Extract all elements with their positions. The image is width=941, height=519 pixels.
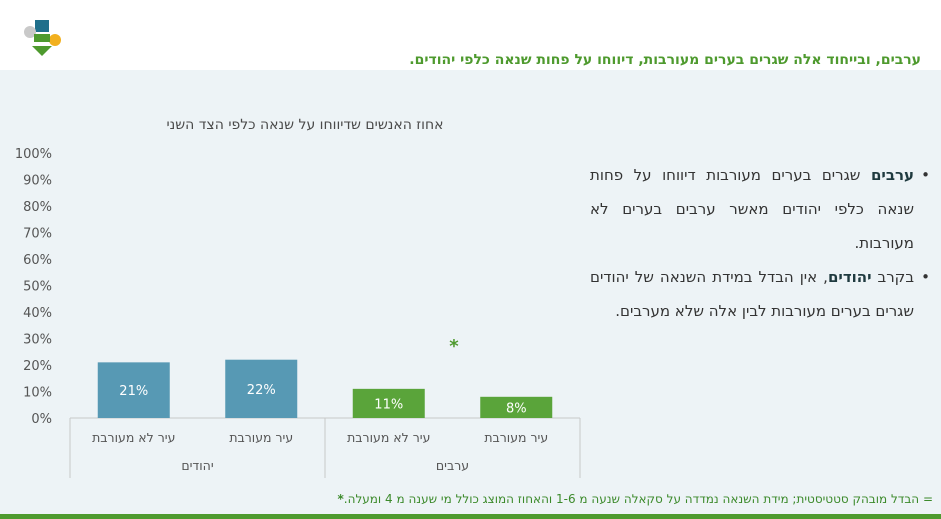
bar-data-label: 11% xyxy=(374,397,403,412)
category-label: עיר מעורבת xyxy=(484,430,548,445)
bullet-text: , אין הבדל במידת השנאה של יהודים שגרים ב… xyxy=(590,268,914,320)
y-tick-label: 0% xyxy=(31,412,52,427)
significance-marker: * xyxy=(449,336,459,357)
bar-chart: 100% 90% 80% 70% 60% 50% 40% 30% 20% 10% 0% 21% עיר … xyxy=(15,147,581,478)
bottom-accent-line xyxy=(0,514,941,519)
slide-title: ערבים, ובייחוד אלה שגרים בערים מעורבות, … xyxy=(409,52,921,68)
y-tick-label: 50% xyxy=(23,280,52,295)
bar xyxy=(352,388,425,418)
bar xyxy=(225,359,298,418)
bar xyxy=(97,362,170,418)
category-label: עיר לא מעורבת xyxy=(92,430,175,445)
header-band: ערבים, ובייחוד אלה שגרים בערים מעורבות, … xyxy=(0,0,941,70)
brand-logo xyxy=(24,20,61,56)
footnote-text: = הבדל מובהק סטטיסטית; מידת השנאה נמדדה … xyxy=(343,492,933,506)
footnote: = הבדל מובהק סטטיסטית; מידת השנאה נמדדה … xyxy=(338,492,933,506)
bullet-text: שגרים בערים מעורבות דיווחו על פחות שנאה … xyxy=(590,166,914,252)
bar-data-label: 8% xyxy=(506,401,527,416)
category-label: עיר לא מעורבת xyxy=(347,430,430,445)
chart-title: אחוז האנשים שדיווחו על שנאה כלפי הצד השנ… xyxy=(166,117,444,133)
bullet-pre: בקרב xyxy=(871,268,914,286)
y-tick-label: 10% xyxy=(23,386,52,401)
bar xyxy=(480,396,553,418)
y-tick-label: 30% xyxy=(23,333,52,348)
bullet-bold: יהודים xyxy=(827,268,872,286)
group-label: ערבים xyxy=(436,458,469,473)
category-label: עיר מעורבת xyxy=(229,430,293,445)
footnote-star: * xyxy=(337,492,344,506)
y-tick-label: 100% xyxy=(15,147,52,162)
y-tick-label: 60% xyxy=(23,253,52,268)
bar-data-label: 22% xyxy=(247,383,276,398)
bullet-bold: ערבים xyxy=(870,166,914,184)
y-tick-label: 90% xyxy=(23,174,52,189)
y-tick-label: 70% xyxy=(23,227,52,242)
bullet-item: ערבים שגרים בערים מעורבות דיווחו על פחות… xyxy=(590,158,930,260)
bullet-item: בקרב יהודים, אין הבדל במידת השנאה של יהו… xyxy=(590,260,930,328)
y-tick-label: 80% xyxy=(23,200,52,215)
y-tick-label: 20% xyxy=(23,359,52,374)
content-area: אחוז האנשים שדיווחו על שנאה כלפי הצד השנ… xyxy=(0,70,941,516)
group-label: יהודים xyxy=(181,458,213,473)
bar-data-label: 21% xyxy=(119,384,148,399)
bullet-list: ערבים שגרים בערים מעורבות דיווחו על פחות… xyxy=(590,158,930,328)
y-tick-label: 40% xyxy=(23,306,52,321)
